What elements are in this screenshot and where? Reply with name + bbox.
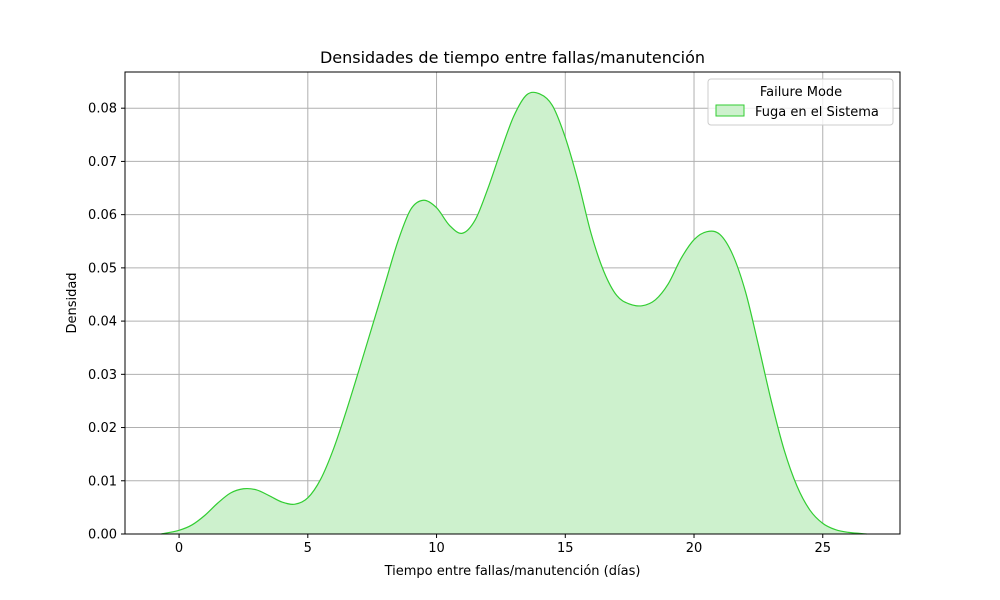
- y-tick-label: 0.06: [88, 208, 117, 223]
- y-tick-label: 0.05: [88, 261, 117, 276]
- legend-box: [707, 78, 894, 126]
- x-tick-label: 5: [304, 541, 312, 556]
- y-tick-label: 0.03: [88, 368, 117, 383]
- legend-label: Fuga en el Sistema: [755, 105, 879, 120]
- plot-frame: [124, 71, 901, 535]
- y-tick-label: 0.08: [88, 102, 117, 117]
- x-axis: 0 5 10 15 20 25: [175, 534, 831, 556]
- x-tick-label: 10: [428, 541, 445, 556]
- y-tick-label: 0.04: [88, 315, 117, 330]
- x-tick-label: 25: [814, 541, 831, 556]
- legend-swatch: [715, 104, 745, 117]
- x-tick-label: 0: [175, 541, 183, 556]
- y-axis: 0.00 0.01 0.02 0.03 0.04 0.05 0.06 0.07 0.08: [88, 102, 125, 543]
- density-area: [161, 92, 867, 535]
- density-line: [160, 91, 867, 535]
- x-tick-label: 20: [686, 541, 703, 556]
- y-axis-label: Densidad: [65, 272, 80, 333]
- legend: Failure Mode Fuga en el Sistema: [707, 78, 894, 126]
- series-layer: [160, 91, 867, 535]
- x-axis-label: Tiempo entre fallas/manutención (días): [384, 564, 641, 579]
- y-tick-label: 0.00: [88, 528, 117, 543]
- legend-title: Failure Mode: [760, 85, 842, 100]
- y-tick-label: 0.07: [88, 155, 117, 170]
- chart-title: Densidades de tiempo entre fallas/manute…: [320, 48, 705, 67]
- x-tick-label: 15: [557, 541, 574, 556]
- y-tick-label: 0.01: [88, 474, 117, 489]
- y-tick-label: 0.02: [88, 421, 117, 436]
